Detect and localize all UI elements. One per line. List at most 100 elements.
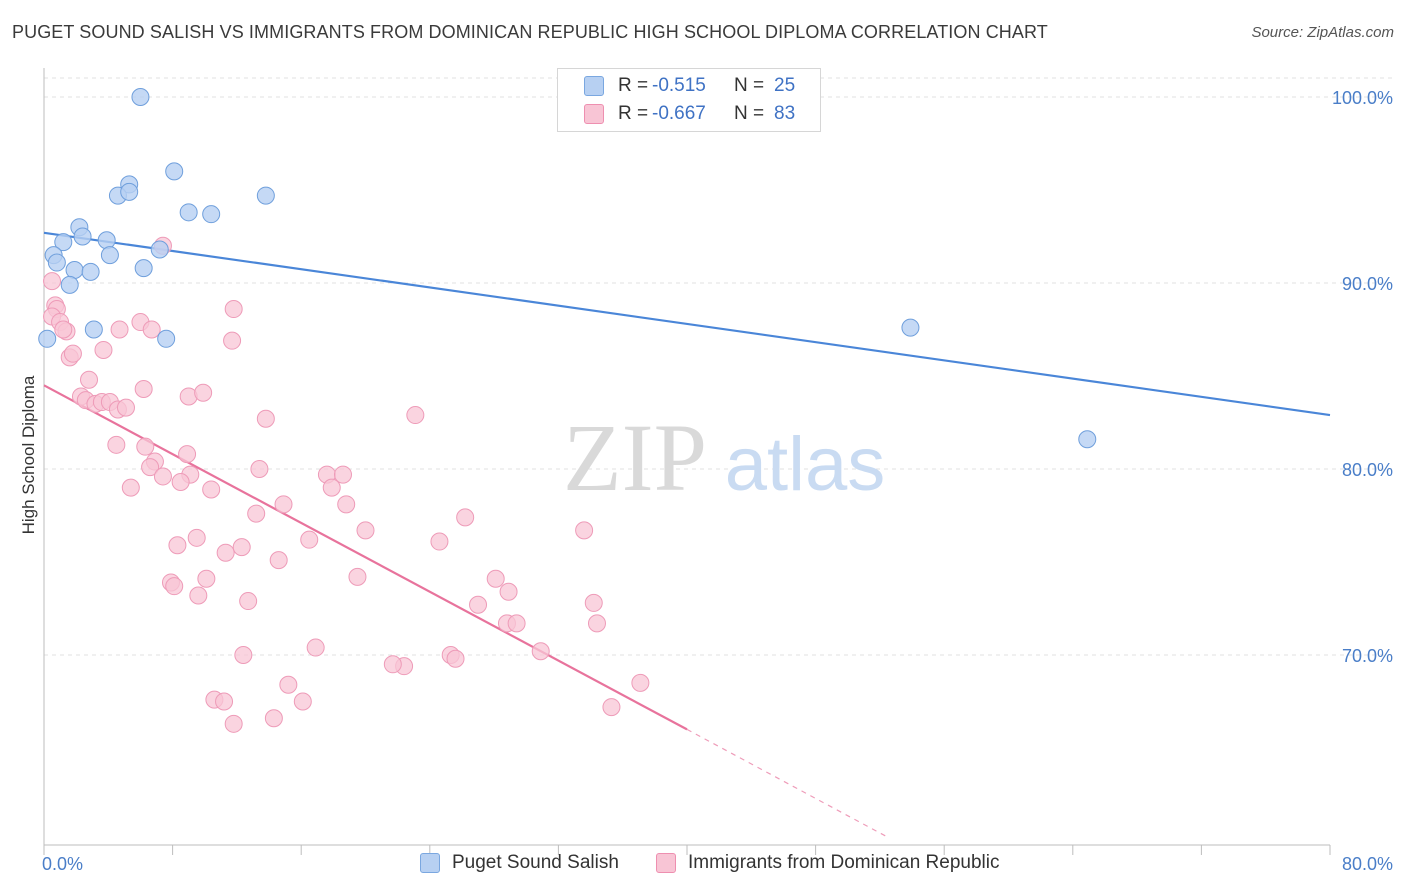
point-dominican	[247, 504, 266, 523]
trend-lines	[43, 231, 1331, 838]
legend-swatch-pink	[584, 104, 604, 124]
point-dominican	[269, 551, 288, 570]
point-dominican	[631, 673, 650, 692]
chart-title: PUGET SOUND SALISH VS IMMIGRANTS FROM DO…	[12, 22, 1048, 42]
gridlines	[44, 77, 1392, 656]
point-dominican	[300, 530, 319, 549]
legend-label-salish: Puget Sound Salish	[452, 852, 619, 873]
point-salish	[65, 260, 84, 279]
y-tick-label: 80.0%	[1342, 460, 1393, 480]
point-dominican	[446, 649, 465, 668]
point-salish	[38, 329, 57, 348]
point-dominican	[337, 495, 356, 514]
point-dominican	[107, 435, 126, 454]
legend-row-dominican: R = -0.667 N = 83	[558, 101, 795, 127]
point-dominican	[94, 340, 113, 359]
point-salish	[97, 231, 116, 250]
point-dominican	[602, 698, 621, 717]
point-salish	[134, 259, 153, 278]
point-salish	[202, 205, 221, 224]
point-dominican	[187, 528, 206, 547]
point-dominican	[224, 300, 243, 319]
point-salish	[60, 275, 79, 294]
point-dominican	[202, 480, 221, 499]
point-dominican	[116, 398, 135, 417]
y-tick-label: 90.0%	[1342, 274, 1393, 294]
point-dominican	[43, 272, 62, 291]
y-tick-labels: 70.0% 80.0% 90.0% 100.0%	[1332, 88, 1393, 666]
r-label: R =	[618, 103, 649, 124]
point-dominican	[584, 593, 603, 612]
point-dominican	[531, 642, 550, 661]
legend-item-salish: Puget Sound Salish	[420, 852, 619, 874]
point-dominican	[168, 536, 187, 555]
point-dominican	[456, 508, 475, 527]
y-tick-label: 100.0%	[1332, 88, 1393, 108]
watermark-zip: ZIP	[563, 404, 707, 511]
point-dominican	[165, 577, 184, 596]
point-dominican	[279, 675, 298, 694]
point-salish	[150, 240, 169, 259]
point-dominican	[348, 567, 367, 586]
point-dominican	[406, 406, 425, 425]
point-dominican	[80, 370, 99, 389]
data-points	[38, 88, 1097, 733]
point-dominican	[141, 458, 160, 477]
point-dominican	[250, 460, 269, 478]
legend-label-dominican: Immigrants from Dominican Republic	[688, 852, 1000, 873]
point-dominican	[216, 543, 235, 562]
r-value: -0.515	[652, 75, 706, 96]
point-dominican	[486, 569, 505, 588]
x-tick-labels: 0.0% 80.0%	[42, 854, 1393, 874]
point-dominican	[142, 320, 161, 339]
stats-legend: R = -0.515 N = 25 R = -0.667 N = 83	[557, 68, 821, 132]
x-tick-label: 0.0%	[42, 854, 83, 874]
point-salish	[165, 162, 184, 181]
point-dominican	[224, 714, 243, 733]
point-salish	[54, 233, 73, 252]
point-dominican	[178, 445, 197, 464]
point-dominican	[134, 380, 153, 399]
point-dominican	[333, 465, 352, 484]
legend-row-salish: R = -0.515 N = 25	[558, 73, 795, 99]
watermark-atlas: atlas	[725, 422, 886, 507]
r-value: -0.667	[652, 103, 706, 124]
watermark: ZIP atlas	[563, 404, 885, 511]
point-salish	[901, 318, 920, 337]
point-salish	[1078, 430, 1097, 449]
point-salish	[47, 253, 66, 272]
point-dominican	[194, 383, 213, 402]
point-dominican	[171, 473, 190, 492]
axes	[43, 68, 1331, 855]
point-dominican	[274, 495, 293, 514]
point-dominican	[239, 592, 258, 611]
point-dominican	[575, 521, 594, 540]
trend-line-dominican-extension	[686, 728, 889, 838]
point-salish	[120, 182, 139, 201]
n-label: N =	[734, 103, 765, 124]
point-dominican	[430, 532, 449, 551]
source-label: Source: ZipAtlas.com	[1251, 24, 1394, 41]
point-dominican	[189, 586, 208, 605]
n-value: 25	[774, 75, 796, 96]
n-value: 83	[774, 103, 796, 124]
point-dominican	[322, 478, 341, 497]
point-dominican	[232, 538, 251, 557]
point-dominican	[121, 478, 140, 497]
point-salish	[131, 88, 150, 106]
point-dominican	[197, 569, 216, 588]
point-dominican	[264, 709, 283, 728]
y-axis-label: High School Diploma	[19, 375, 38, 534]
legend-swatch-pink	[656, 853, 676, 873]
point-salish	[157, 329, 176, 348]
x-tick-label: 80.0%	[1342, 854, 1393, 874]
point-salish	[100, 246, 119, 265]
r-label: R =	[618, 75, 649, 96]
y-tick-label: 70.0%	[1342, 646, 1393, 666]
trend-line-salish	[43, 231, 1331, 417]
legend-item-dominican: Immigrants from Dominican Republic	[656, 852, 1000, 874]
point-salish	[73, 227, 92, 246]
point-dominican	[110, 320, 129, 339]
point-dominican	[63, 344, 82, 363]
